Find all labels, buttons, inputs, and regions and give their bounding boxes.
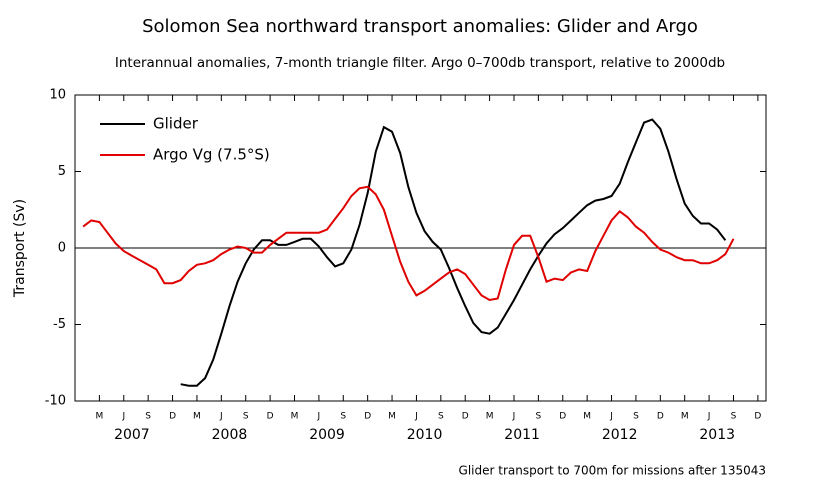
x-tick-label: S [340,412,346,422]
x-tick-label: D [169,412,176,422]
y-tick-label: 0 [58,241,66,256]
x-tick-label: S [243,412,249,422]
legend-label: Argo Vg (7.5°S) [153,146,270,164]
y-axis-label: Transport (Sv) [12,199,28,298]
x-tick-label: S [536,412,542,422]
x-tick-label: D [267,412,274,422]
x-tick-label: D [754,412,761,422]
series-line [82,185,735,302]
y-tick-label: 5 [58,164,66,179]
year-label: 2007 [114,427,150,443]
x-tick-label: J [707,412,711,422]
x-tick-label: D [364,412,371,422]
x-tick-label: J [609,412,613,422]
x-tick-label: J [317,412,321,422]
x-tick-label: M [291,412,299,422]
legend-label: Glider [153,115,199,133]
y-tick-label: -10 [45,394,66,409]
x-tick-label: S [731,412,737,422]
year-label: 2008 [212,427,248,443]
x-tick-label: D [657,412,664,422]
x-tick-label: J [121,412,125,422]
series-line [180,118,727,387]
x-tick-label: S [633,412,639,422]
chart-title: Solomon Sea northward transport anomalie… [142,16,698,37]
x-tick-label: S [438,412,444,422]
year-label: 2013 [699,427,735,443]
x-tick-label: M [193,412,201,422]
x-tick-label: M [681,412,689,422]
x-tick-label: J [219,412,223,422]
x-tick-label: J [512,412,516,422]
x-tick-label: J [414,412,418,422]
y-tick-label: 10 [49,88,66,103]
footnote: Glider transport to 700m for missions af… [459,464,766,478]
x-tick-label: D [462,412,469,422]
y-tick-label: -5 [53,317,66,332]
year-label: 2009 [309,427,345,443]
x-tick-label: M [486,412,494,422]
x-tick-label: S [145,412,151,422]
year-label: 2011 [504,427,540,443]
year-label: 2012 [602,427,638,443]
x-tick-label: D [559,412,566,422]
chart-subtitle: Interannual anomalies, 7-month triangle … [115,55,725,71]
x-tick-label: M [388,412,396,422]
x-tick-label: M [583,412,591,422]
year-label: 2010 [407,427,443,443]
x-tick-label: M [96,412,104,422]
